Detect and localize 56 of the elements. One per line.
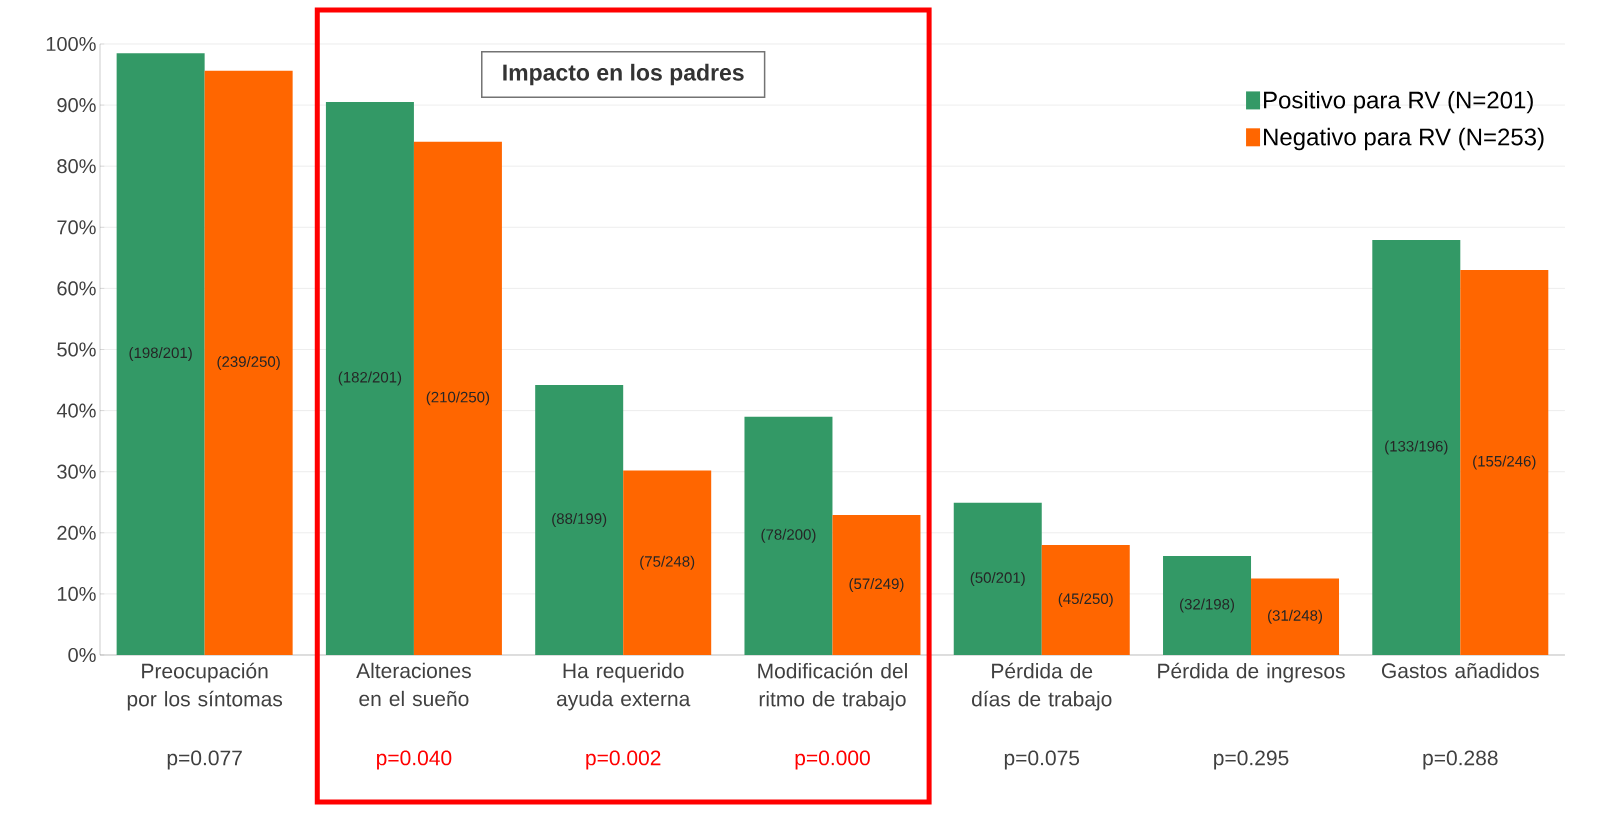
bar (1041, 545, 1130, 655)
x-tick-label: Gastos añadidos (1381, 662, 1539, 679)
x-tick-label: Pérdida de ingresos (1158, 662, 1345, 683)
y-tick-label: 80% (57, 159, 96, 174)
y-tick-label: 90% (57, 98, 96, 113)
bar (116, 53, 205, 655)
y-tick-label: 70% (57, 220, 96, 235)
x-tick-label: Pérdida de días de trabajo (972, 662, 1112, 711)
text: p=0.002 (586, 750, 661, 770)
bar (1372, 240, 1461, 655)
y-tick-label: 30% (57, 464, 96, 479)
y-tick-label: 100% (46, 36, 96, 52)
bar (744, 416, 833, 655)
text: p=0.077 (167, 750, 242, 770)
data-label: (50/201) (970, 571, 1025, 586)
text: p=0.288 (1423, 750, 1498, 770)
data-label: (210/250) (426, 391, 490, 406)
bar (535, 384, 624, 655)
y-tick-label: 0% (68, 647, 96, 663)
bar (1460, 270, 1549, 655)
data-label: (75/248) (640, 555, 695, 570)
bar (953, 502, 1042, 655)
bar (325, 102, 414, 655)
x-tick-label: Preocupación por los síntomas (127, 662, 283, 711)
bar (413, 141, 502, 655)
y-tick-label: 40% (56, 403, 96, 418)
x-tick-label: Modificación del ritmo de trabajo (758, 662, 907, 711)
y-tick-label: 20% (57, 525, 96, 540)
bar (623, 470, 712, 655)
annotation: Impacto en los padres (503, 63, 744, 86)
data-label: (88/199) (552, 512, 607, 527)
text: p=0.295 (1214, 750, 1289, 770)
legend-label: Negativo para RV (N=253) (1264, 127, 1544, 151)
data-label: (155/246) (1473, 455, 1536, 470)
data-label: (78/200) (761, 528, 816, 543)
data-label: (31/248) (1268, 609, 1323, 624)
data-label: (133/196) (1385, 440, 1448, 455)
bar (1163, 556, 1252, 655)
data-label: (239/250) (217, 355, 280, 370)
data-label: (57/249) (849, 578, 904, 593)
data-label: (182/201) (338, 371, 402, 386)
bar (204, 70, 293, 655)
y-tick-label: 60% (57, 281, 96, 296)
x-tick-label: Ha requerido ayuda externa (556, 662, 691, 711)
data-label: (45/250) (1058, 593, 1113, 607)
data-label: (32/198) (1180, 598, 1235, 613)
text: p=0.040 (377, 750, 452, 770)
data-label: (198/201) (129, 347, 192, 362)
y-tick-label: 10% (57, 586, 96, 601)
bar (1251, 578, 1340, 655)
bar (832, 515, 921, 655)
text: p=0.000 (795, 750, 870, 770)
y-tick-label: 50% (57, 342, 96, 357)
text: p=0.075 (1004, 750, 1080, 770)
x-tick-label: Alteraciones en el sueño (356, 662, 471, 707)
legend-label: Positivo para RV (N=201) (1264, 90, 1533, 114)
